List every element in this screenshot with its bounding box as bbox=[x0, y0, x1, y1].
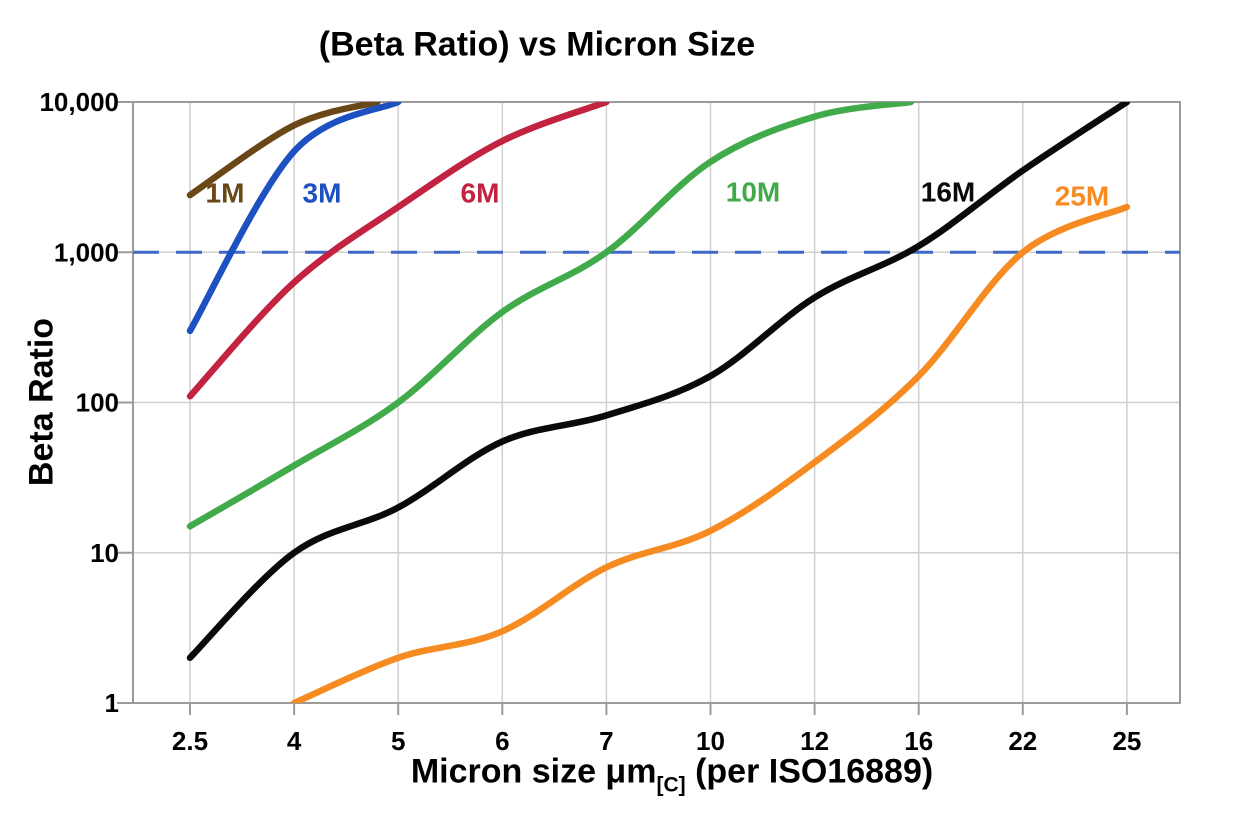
tick-label-x-5: 5 bbox=[391, 726, 405, 756]
tick-label-x-10: 10 bbox=[696, 726, 725, 756]
tick-label-x-22: 22 bbox=[1008, 726, 1037, 756]
curve-25M bbox=[290, 203, 1131, 703]
x-axis-title-rest: (per ISO16889) bbox=[685, 752, 934, 791]
tick-label-y-1: 1 bbox=[105, 688, 119, 718]
tick-label-x-16: 16 bbox=[904, 726, 933, 756]
series-label-10M: 10M bbox=[726, 177, 780, 208]
tick-label-x-6: 6 bbox=[495, 726, 509, 756]
tick-label-y-10,000: 10,000 bbox=[39, 87, 119, 117]
tick-label-x-7: 7 bbox=[599, 726, 613, 756]
chart-title: (Beta Ratio) vs Micron Size bbox=[318, 25, 756, 64]
tick-label-y-10: 10 bbox=[90, 538, 119, 568]
tick-label-y-100: 100 bbox=[76, 388, 119, 418]
series-label-16M: 16M bbox=[921, 177, 975, 208]
tick-label-x-2.5: 2.5 bbox=[172, 726, 208, 756]
curve-16M bbox=[186, 102, 1131, 662]
x-axis-title: Micron size μm[C] (per ISO16889) bbox=[410, 752, 934, 797]
tick-label-x-12: 12 bbox=[800, 726, 829, 756]
series-label-3M: 3M bbox=[303, 178, 342, 209]
curve-1M bbox=[186, 102, 381, 199]
tick-label-y-1,000: 1,000 bbox=[54, 237, 119, 267]
x-axis-title-main: Micron size μm bbox=[410, 752, 657, 791]
tick-label-x-4: 4 bbox=[287, 726, 302, 756]
curve-3M bbox=[186, 102, 402, 335]
series-label-6M: 6M bbox=[461, 178, 500, 209]
curve-6M bbox=[186, 102, 610, 400]
x-axis-title-subscript: [C] bbox=[656, 773, 686, 797]
tick-label-x-25: 25 bbox=[1112, 726, 1141, 756]
series-label-25M: 25M bbox=[1055, 181, 1109, 212]
curve-10M bbox=[186, 102, 915, 530]
series-label-1M: 1M bbox=[206, 178, 245, 209]
